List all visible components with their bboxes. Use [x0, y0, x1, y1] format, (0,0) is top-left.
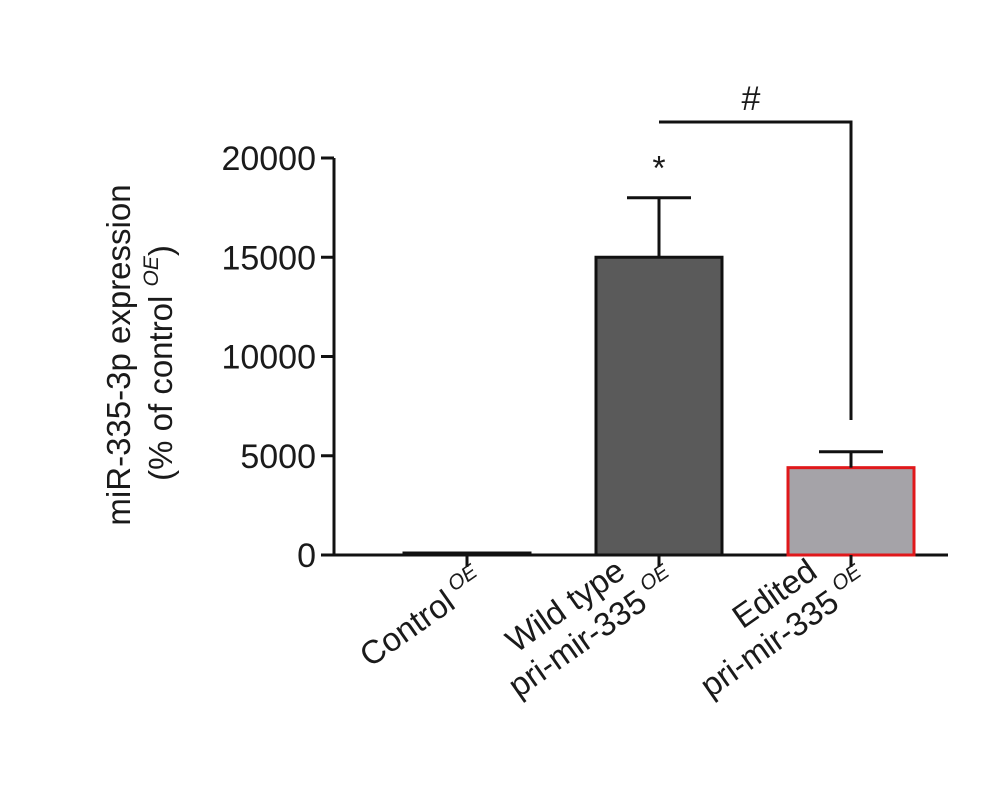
bar	[594, 255, 724, 557]
x-tick-label-superscript: OE	[828, 559, 867, 596]
significance-annotations: *#	[652, 80, 853, 420]
significance-asterisk: *	[652, 150, 665, 188]
y-axis-title-line1: miR-335-3p expression	[100, 184, 137, 525]
y-tick-label: 0	[297, 537, 316, 575]
y-axis-title: miR-335-3p expression (% of control OE)	[100, 184, 179, 525]
bar	[786, 466, 916, 557]
y-tick-label: 10000	[221, 339, 316, 377]
bars	[402, 255, 916, 557]
y-tick-label: 5000	[240, 438, 316, 476]
y-axis-title-line2: (% of control OE)	[140, 245, 179, 481]
x-tick-label-line: Control	[353, 582, 461, 673]
x-tick-label-superscript: OE	[444, 559, 483, 596]
y-tick-label: 20000	[221, 140, 316, 178]
y-tick-label: 15000	[221, 239, 316, 277]
y-ticks: 0 5000 10000 15000 20000	[221, 140, 334, 575]
significance-hash: #	[742, 80, 761, 118]
error-bars	[627, 196, 883, 468]
x-tick-label-superscript: OE	[636, 559, 675, 596]
bar	[402, 551, 532, 557]
significance-bracket	[659, 120, 853, 420]
